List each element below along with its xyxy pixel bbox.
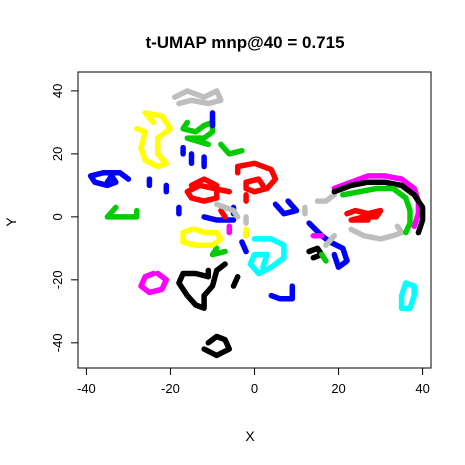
cluster-red-21 <box>234 160 279 195</box>
cluster-green-4 <box>218 141 245 157</box>
cluster-gray-27 <box>314 192 338 204</box>
cluster-black-37 <box>306 245 325 261</box>
cluster-blue-18 <box>268 283 296 302</box>
cluster-gray-29 <box>348 223 405 242</box>
x-tick-label: -40 <box>77 381 96 396</box>
cluster-red-20 <box>184 176 233 204</box>
x-tick-label: 40 <box>415 381 429 396</box>
cluster-green-38 <box>340 185 413 236</box>
cluster-cyan-44 <box>398 280 417 311</box>
cluster-green-39 <box>318 251 329 264</box>
y-tick-label: 0 <box>50 213 65 220</box>
plot-frame <box>77 71 432 369</box>
cluster-green-40 <box>209 245 228 258</box>
cluster-magenta-34 <box>331 173 422 230</box>
cluster-yellow-41 <box>180 226 224 248</box>
cluster-red-24 <box>344 207 384 223</box>
chart-title: t-UMAP mnp@40 = 0.715 <box>145 33 344 52</box>
y-axis-label: Y <box>3 217 19 227</box>
cluster-black-36 <box>331 179 426 236</box>
cluster-green-19 <box>104 204 140 220</box>
cluster-black-45 <box>176 261 228 311</box>
cluster-blue-17 <box>239 239 249 255</box>
x-axis: -40 -20 0 20 40 <box>77 368 430 396</box>
cluster-gray-25 <box>213 201 241 220</box>
y-tick-label: -40 <box>50 333 65 352</box>
points-layer <box>87 88 426 359</box>
cluster-gray-30 <box>323 232 338 248</box>
cluster-black-46 <box>230 273 241 289</box>
y-tick-label: -20 <box>50 270 65 289</box>
cluster-green-3 <box>180 119 216 148</box>
x-tick-label: 20 <box>331 381 345 396</box>
x-tick-label: 0 <box>251 381 258 396</box>
y-tick-label: 20 <box>50 147 65 161</box>
cluster-red-23 <box>218 207 228 220</box>
cluster-black-47 <box>201 333 233 359</box>
x-axis-label: X <box>245 428 255 444</box>
cluster-cyan-43 <box>247 236 287 277</box>
y-axis: -40 -20 0 20 40 <box>50 84 78 352</box>
cluster-yellow-2 <box>134 110 174 170</box>
cluster-gray-1 <box>171 88 224 107</box>
cluster-blue-16 <box>201 214 237 223</box>
cluster-blue-9 <box>87 170 132 189</box>
y-tick-label: 40 <box>50 84 65 98</box>
x-tick-label: -20 <box>161 381 180 396</box>
cluster-blue-14 <box>272 198 300 217</box>
cluster-magenta-35 <box>138 270 170 296</box>
